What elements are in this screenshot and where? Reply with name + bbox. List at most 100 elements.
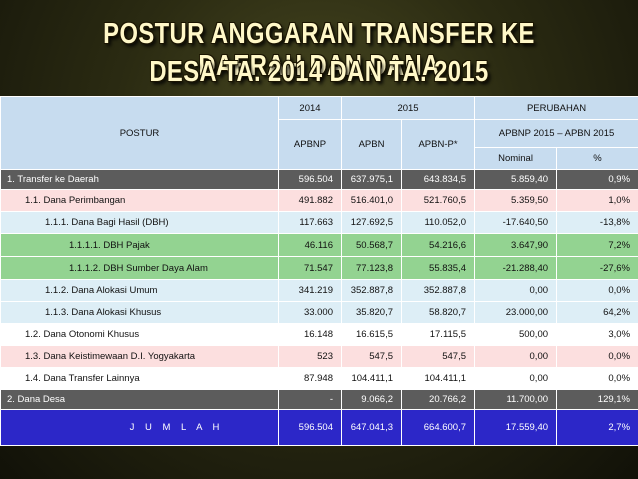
cell-apbn: 516.401,0	[341, 189, 402, 212]
table-row: 2. Dana Desa - 9.066,2 20.766,2 11.700,0…	[0, 389, 638, 410]
cell-percent: -13,8%	[556, 211, 638, 234]
cell-nominal: 5.359,50	[474, 189, 558, 212]
cell-apbnp: 104.411,1	[400, 367, 476, 390]
cell-apbn: 547,5	[341, 345, 402, 368]
table-row: 1.1.1. Dana Bagi Hasil (DBH) 117.663 127…	[0, 211, 638, 234]
cell-percent: 0,0%	[556, 367, 638, 390]
table-row: 1.1.2. Dana Alokasi Umum 341.219 352.887…	[0, 279, 638, 302]
cell-apbn: 104.411,1	[341, 367, 402, 390]
cell-nominal: -21.288,40	[474, 256, 558, 280]
header-apbnp-vs-apbn: APBNP 2015 – APBN 2015	[474, 119, 638, 148]
cell-apbnp: 54.216,6	[400, 233, 476, 257]
cell-apbn: 16.615,5	[341, 323, 402, 346]
cell-percent: 0,0%	[556, 279, 638, 302]
table-row: 1. Transfer ke Daerah 596.504 637.975,1 …	[0, 169, 638, 190]
cell-nominal: 17.559,40	[474, 409, 558, 446]
row-label: 1.1.2. Dana Alokasi Umum	[0, 279, 279, 302]
cell-apbnp: 547,5	[400, 345, 476, 368]
cell-apbnp: 20.766,2	[400, 389, 476, 410]
table-row: 1.1.1.1. DBH Pajak 46.116 50.568,7 54.21…	[0, 233, 638, 257]
table-row: 1.1.1.2. DBH Sumber Daya Alam 71.547 77.…	[0, 256, 638, 280]
header-apbnp-star-2015: APBN-P*	[400, 119, 476, 170]
row-label: 1. Transfer ke Daerah	[0, 169, 279, 190]
header-apbn-2015: APBN	[341, 119, 402, 170]
cell-apbnp: 664.600,7	[400, 409, 476, 446]
header-row-years: POSTUR 2014 2015 PERUBAHAN	[0, 96, 638, 170]
header-postur: POSTUR	[0, 96, 279, 170]
header-nominal: Nominal	[474, 147, 558, 170]
row-label: 1.2. Dana Otonomi Khusus	[0, 323, 279, 346]
cell-apbnp: 55.835,4	[400, 256, 476, 280]
table-row: 1.3. Dana Keistimewaan D.I. Yogyakarta 5…	[0, 345, 638, 368]
row-label: 1.1.3. Dana Alokasi Khusus	[0, 301, 279, 324]
cell-2014: -	[278, 389, 342, 410]
cell-apbn: 35.820,7	[341, 301, 402, 324]
row-label: 1.1.1. Dana Bagi Hasil (DBH)	[0, 211, 279, 234]
row-label: 2. Dana Desa	[0, 389, 279, 410]
header-apbnp-2014: APBNP	[278, 119, 342, 170]
cell-percent: 0,0%	[556, 345, 638, 368]
cell-2014: 596.504	[278, 409, 342, 446]
cell-2014: 491.882	[278, 189, 342, 212]
cell-2014: 596.504	[278, 169, 342, 190]
row-label: 1.1.1.1. DBH Pajak	[0, 233, 279, 257]
header-2014: 2014	[278, 96, 342, 120]
table-row: 1.4. Dana Transfer Lainnya 87.948 104.41…	[0, 367, 638, 390]
budget-table: POSTUR 2014 2015 PERUBAHAN APBNP APBN AP…	[0, 96, 638, 446]
header-row-budget-types: APBNP APBN APBN-P* APBNP 2015 – APBN 201…	[1, 119, 638, 170]
cell-percent: 7,2%	[556, 233, 638, 257]
cell-2014: 87.948	[278, 367, 342, 390]
cell-percent: 2,7%	[556, 409, 638, 446]
table-row: 1.1. Dana Perimbangan 491.882 516.401,0 …	[0, 189, 638, 212]
row-label: 1.4. Dana Transfer Lainnya	[0, 367, 279, 390]
cell-nominal: 11.700,00	[474, 389, 558, 410]
table-row: 1.2. Dana Otonomi Khusus 16.148 16.615,5…	[0, 323, 638, 346]
cell-percent: -27,6%	[556, 256, 638, 280]
cell-apbn: 647.041,3	[341, 409, 402, 446]
cell-2014: 117.663	[278, 211, 342, 234]
header-2015: 2015	[340, 96, 476, 120]
total-row: J U M L A H 596.504 647.041,3 664.600,7 …	[0, 409, 638, 446]
cell-percent: 3,0%	[556, 323, 638, 346]
cell-nominal: 5.859,40	[474, 169, 558, 190]
cell-apbnp: 352.887,8	[400, 279, 476, 302]
slide-title-line-1: POSTUR ANGGARAN TRANSFER KE DAERAH DAN D…	[103, 18, 535, 82]
row-label: 1.1. Dana Perimbangan	[0, 189, 279, 212]
header-row-change: Nominal %	[1, 147, 638, 170]
cell-percent: 1,0%	[556, 189, 638, 212]
cell-apbnp: 110.052,0	[400, 211, 476, 234]
slide-title-line-2: DESA TA. 2014 DAN TA. 2015	[149, 56, 489, 88]
cell-2014: 33.000	[278, 301, 342, 324]
cell-nominal: 0,00	[474, 345, 558, 368]
row-label: 1.3. Dana Keistimewaan D.I. Yogyakarta	[0, 345, 279, 368]
cell-nominal: 3.647,90	[474, 233, 558, 257]
total-label: J U M L A H	[0, 409, 279, 446]
cell-percent: 0,9%	[556, 169, 638, 190]
cell-2014: 16.148	[278, 323, 342, 346]
table-row: 1.1.3. Dana Alokasi Khusus 33.000 35.820…	[0, 301, 638, 324]
cell-apbn: 637.975,1	[341, 169, 402, 190]
cell-nominal: 23.000,00	[474, 301, 558, 324]
cell-percent: 64,2%	[556, 301, 638, 324]
cell-apbnp: 521.760,5	[400, 189, 476, 212]
cell-apbn: 352.887,8	[341, 279, 402, 302]
cell-apbn: 127.692,5	[341, 211, 402, 234]
cell-apbnp: 58.820,7	[400, 301, 476, 324]
cell-nominal: 0,00	[474, 367, 558, 390]
cell-nominal: -17.640,50	[474, 211, 558, 234]
cell-nominal: 0,00	[474, 279, 558, 302]
header-perubahan: PERUBAHAN	[474, 96, 638, 120]
cell-apbn: 9.066,2	[341, 389, 402, 410]
cell-percent: 129,1%	[556, 389, 638, 410]
row-label: 1.1.1.2. DBH Sumber Daya Alam	[0, 256, 279, 280]
header-percent: %	[556, 147, 638, 170]
cell-apbn: 77.123,8	[341, 256, 402, 280]
cell-apbnp: 643.834,5	[400, 169, 476, 190]
cell-2014: 523	[278, 345, 342, 368]
cell-2014: 71.547	[278, 256, 342, 280]
cell-apbn: 50.568,7	[341, 233, 402, 257]
cell-2014: 341.219	[278, 279, 342, 302]
cell-apbnp: 17.115,5	[400, 323, 476, 346]
cell-nominal: 500,00	[474, 323, 558, 346]
cell-2014: 46.116	[278, 233, 342, 257]
